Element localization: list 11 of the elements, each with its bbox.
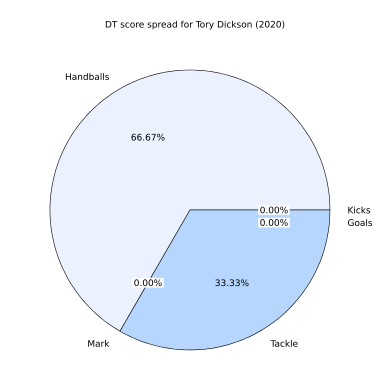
category-label: Goals <box>348 219 372 226</box>
data-label: 33.33% <box>216 279 249 286</box>
slice-label: Tackle <box>270 340 298 347</box>
slice-label: Handballs <box>66 73 110 80</box>
text: 0.00% <box>134 279 162 286</box>
category-label: Kicks <box>348 206 370 214</box>
data-label: 66.67% <box>132 134 165 141</box>
chart-title: DT score spread for Tory Dickson (2020) <box>106 20 284 30</box>
text: 0.00% <box>260 206 288 214</box>
category-label: Mark <box>88 340 110 347</box>
text: 0.00% <box>260 219 288 226</box>
